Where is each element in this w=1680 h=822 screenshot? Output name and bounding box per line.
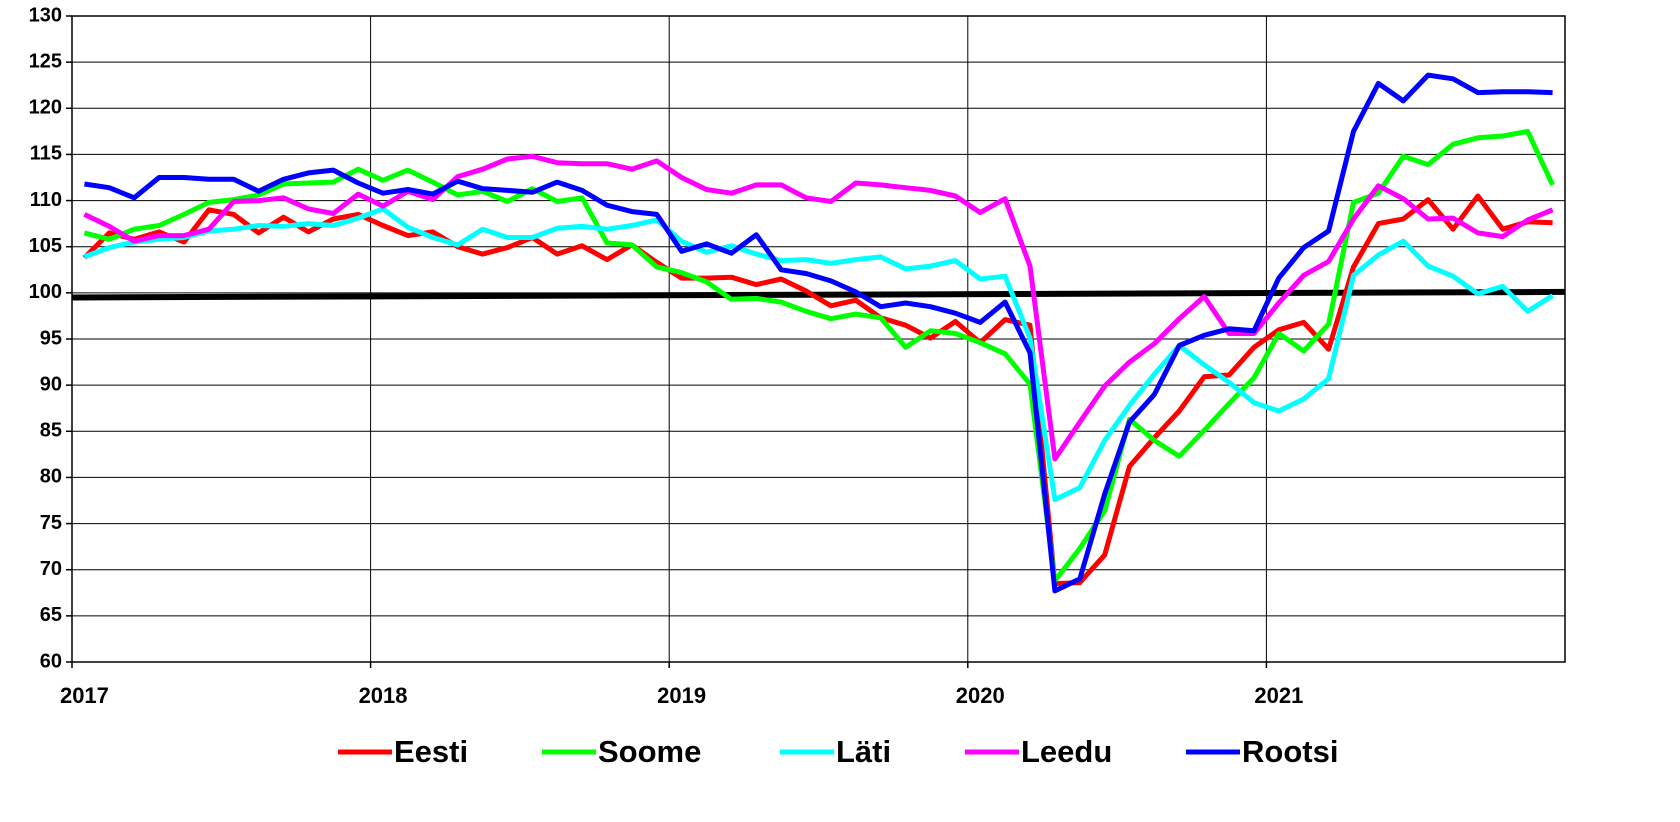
legend-label: Eesti xyxy=(394,734,468,769)
y-tick-label: 60 xyxy=(40,650,62,672)
y-tick-label: 75 xyxy=(40,512,62,534)
series-line xyxy=(84,72,1553,594)
x-tick-label: 2018 xyxy=(359,683,408,708)
x-tick-label: 2019 xyxy=(657,683,706,708)
x-tick-label: 2021 xyxy=(1254,683,1303,708)
legend-label: Leedu xyxy=(1021,734,1112,769)
legend-label: Soome xyxy=(598,734,701,769)
series-line xyxy=(83,206,1554,503)
legend-label: Rootsi xyxy=(1242,734,1338,769)
y-tick-label: 105 xyxy=(29,235,62,257)
y-tick-label: 90 xyxy=(40,373,62,395)
y-tick-label: 130 xyxy=(29,4,62,26)
reference-line xyxy=(71,288,1566,301)
y-tick-label: 80 xyxy=(40,466,62,488)
y-tick-label: 115 xyxy=(30,143,62,165)
y-tick-label: 65 xyxy=(40,604,62,626)
x-tick-label: 2017 xyxy=(60,683,109,708)
series-line xyxy=(82,193,1553,587)
y-tick-label: 110 xyxy=(30,189,62,211)
legend-label: Läti xyxy=(836,734,891,769)
y-tick-label: 85 xyxy=(40,420,62,442)
series-line xyxy=(83,128,1555,584)
y-tick-label: 95 xyxy=(40,327,62,349)
series-line xyxy=(83,153,1554,462)
y-tick-label: 125 xyxy=(29,50,62,72)
y-tick-label: 120 xyxy=(29,97,62,119)
y-tick-label: 70 xyxy=(40,558,62,580)
x-tick-label: 2020 xyxy=(956,683,1005,708)
y-tick-label: 100 xyxy=(29,281,62,303)
